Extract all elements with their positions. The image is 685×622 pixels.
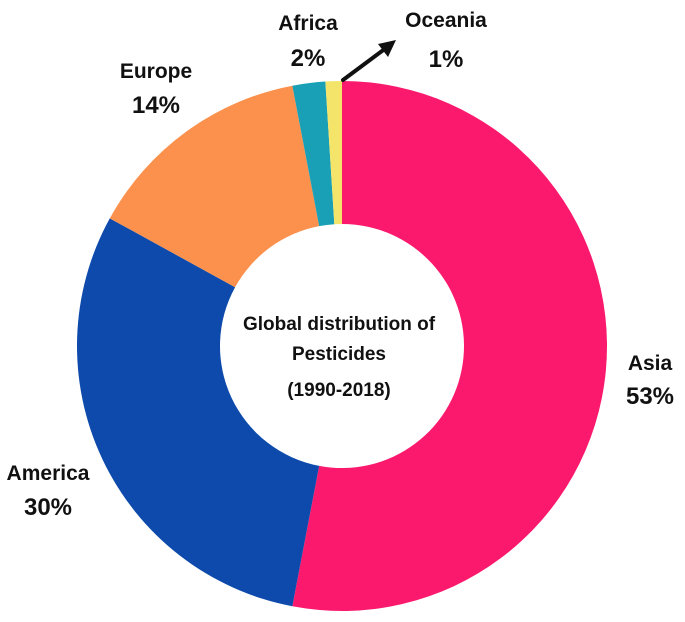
slice-label-america: America xyxy=(7,462,90,485)
slices-group xyxy=(76,81,607,611)
slice-america xyxy=(76,218,320,607)
slice-asia xyxy=(292,81,607,611)
slice-value-america: 30% xyxy=(24,494,72,521)
oceania-arrow-icon xyxy=(341,40,396,82)
slice-oceania xyxy=(325,81,342,225)
center-title-line-2: Pesticides xyxy=(292,344,386,365)
slice-value-oceania: 1% xyxy=(429,46,464,73)
slice-africa xyxy=(292,81,335,227)
center-title-line-3: (1990-2018) xyxy=(287,380,391,401)
slice-label-asia: Asia xyxy=(628,352,673,375)
slice-value-asia: 53% xyxy=(626,383,674,410)
center-title-line-1: Global distribution of xyxy=(243,314,436,335)
slice-europe xyxy=(109,85,320,288)
slice-label-oceania: Oceania xyxy=(405,9,487,32)
slice-value-europe: 14% xyxy=(132,92,180,119)
slice-value-africa: 2% xyxy=(291,45,326,72)
slice-label-africa: Africa xyxy=(278,12,338,35)
slice-label-europe: Europe xyxy=(120,60,192,83)
